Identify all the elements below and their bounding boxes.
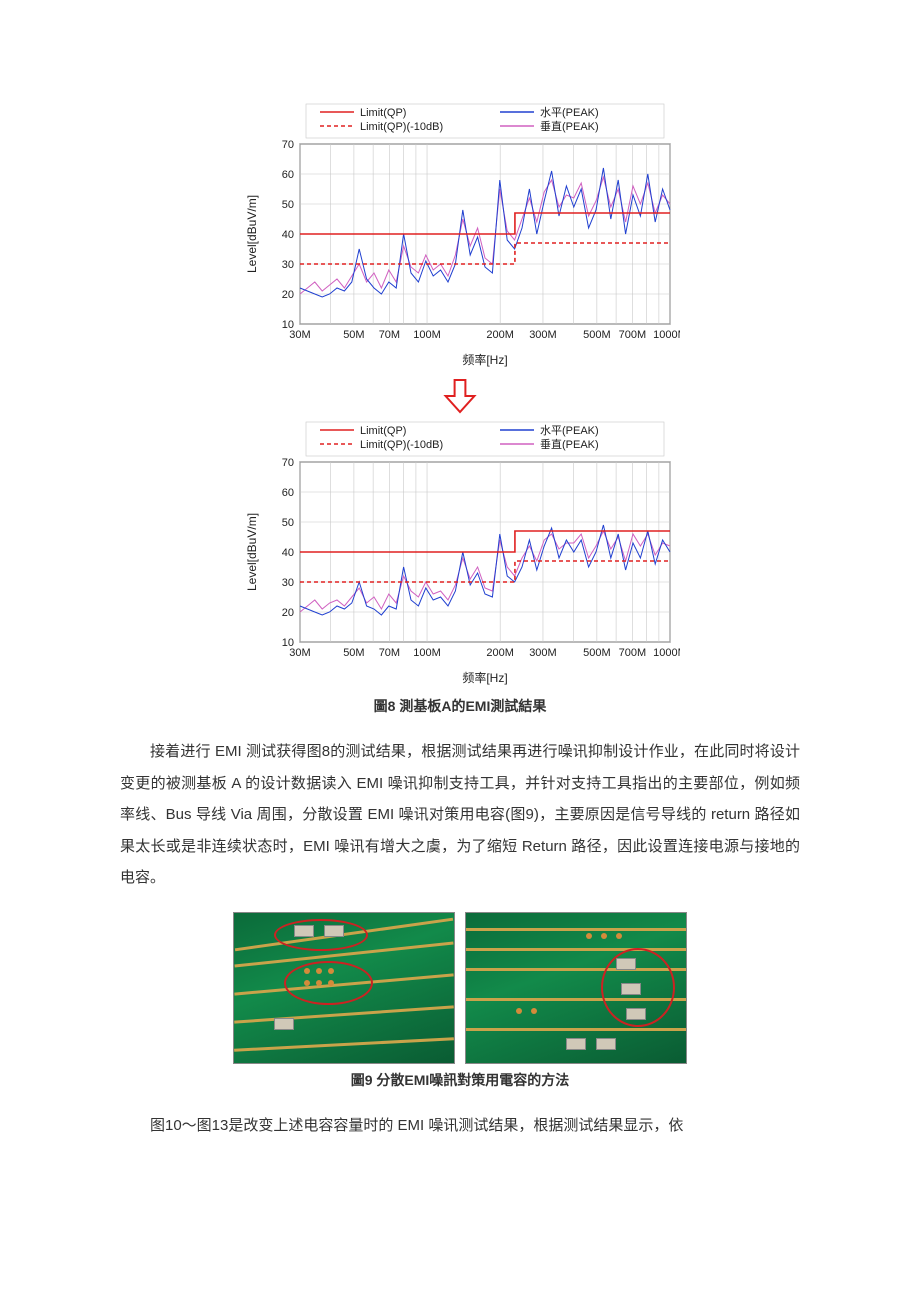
svg-text:50: 50 xyxy=(282,199,294,211)
svg-text:500M: 500M xyxy=(583,329,611,341)
svg-text:Limit(QP)(-10dB): Limit(QP)(-10dB) xyxy=(360,121,443,133)
svg-text:200M: 200M xyxy=(486,329,514,341)
svg-text:50M: 50M xyxy=(343,647,364,659)
svg-text:200M: 200M xyxy=(486,647,514,659)
svg-text:Limit(QP)(-10dB): Limit(QP)(-10dB) xyxy=(360,439,443,451)
svg-text:Level[dBuV/m]: Level[dBuV/m] xyxy=(245,195,259,273)
svg-text:40: 40 xyxy=(282,229,294,241)
svg-text:500M: 500M xyxy=(583,647,611,659)
svg-text:70M: 70M xyxy=(379,329,400,341)
emi-chart-bottom-svg: 1020304050607030M50M70M100M200M300M500M7… xyxy=(240,418,680,688)
emi-chart-before: 1020304050607030M50M70M100M200M300M500M7… xyxy=(120,100,800,370)
body-paragraph-2: 图10～图13是改变上述电容容量时的 EMI 噪讯测试结果，根据测试结果显示，依 xyxy=(120,1110,800,1142)
svg-text:30M: 30M xyxy=(289,329,310,341)
svg-text:70: 70 xyxy=(282,139,294,151)
svg-text:100M: 100M xyxy=(413,329,441,341)
body-paragraph-1: 接着进行 EMI 测试获得图8的测试结果，根据测试结果再进行噪讯抑制设计作业，在… xyxy=(120,736,800,894)
svg-text:垂直(PEAK): 垂直(PEAK) xyxy=(540,119,599,133)
figure8-caption: 圖8 測基板A的EMI測試結果 xyxy=(120,696,800,716)
svg-text:60: 60 xyxy=(282,487,294,499)
svg-text:700M: 700M xyxy=(619,329,647,341)
svg-text:频率[Hz]: 频率[Hz] xyxy=(462,670,507,685)
figure9-caption: 圖9 分散EMI噪訊對策用電容的方法 xyxy=(120,1070,800,1090)
svg-text:1000M: 1000M xyxy=(653,647,680,659)
svg-text:60: 60 xyxy=(282,169,294,181)
svg-text:20: 20 xyxy=(282,607,294,619)
down-arrow xyxy=(120,378,800,414)
svg-text:50: 50 xyxy=(282,517,294,529)
svg-text:300M: 300M xyxy=(529,329,557,341)
svg-text:水平(PEAK): 水平(PEAK) xyxy=(540,424,599,437)
svg-text:垂直(PEAK): 垂直(PEAK) xyxy=(540,437,599,451)
svg-text:70: 70 xyxy=(282,457,294,469)
svg-text:水平(PEAK): 水平(PEAK) xyxy=(540,106,599,119)
svg-text:100M: 100M xyxy=(413,647,441,659)
svg-text:30M: 30M xyxy=(289,647,310,659)
svg-text:20: 20 xyxy=(282,289,294,301)
svg-text:40: 40 xyxy=(282,547,294,559)
emi-chart-top-svg: 1020304050607030M50M70M100M200M300M500M7… xyxy=(240,100,680,370)
svg-text:50M: 50M xyxy=(343,329,364,341)
svg-text:70M: 70M xyxy=(379,647,400,659)
svg-text:Level[dBuV/m]: Level[dBuV/m] xyxy=(245,513,259,591)
arrow-down-icon xyxy=(442,378,478,414)
emi-chart-after: 1020304050607030M50M70M100M200M300M500M7… xyxy=(120,418,800,688)
svg-text:Limit(QP): Limit(QP) xyxy=(360,425,406,437)
svg-text:30: 30 xyxy=(282,577,294,589)
svg-text:700M: 700M xyxy=(619,647,647,659)
pcb-photo-right xyxy=(465,912,687,1064)
svg-text:1000M: 1000M xyxy=(653,329,680,341)
svg-text:Limit(QP): Limit(QP) xyxy=(360,107,406,119)
svg-text:30: 30 xyxy=(282,259,294,271)
svg-text:频率[Hz]: 频率[Hz] xyxy=(462,352,507,367)
pcb-photo-row xyxy=(120,912,800,1064)
svg-text:300M: 300M xyxy=(529,647,557,659)
pcb-photo-left xyxy=(233,912,455,1064)
